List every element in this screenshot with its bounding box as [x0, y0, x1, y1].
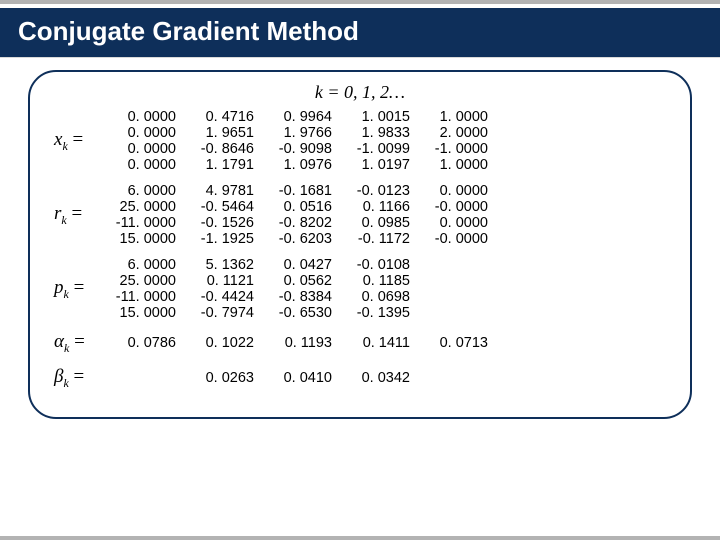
cell: -0. 6530: [268, 305, 332, 321]
cell: -0. 8384: [268, 289, 332, 305]
cell: 0. 1022: [190, 335, 254, 351]
cell: 1. 9833: [346, 125, 410, 141]
row-x: xk = 0. 0000 0. 4716 0. 9964 1. 0015 1. 0000…: [50, 109, 670, 173]
cell: 0. 0713: [424, 335, 488, 351]
row-beta: βk = 0. 0263 0. 0410 0. 0342: [50, 366, 670, 391]
label-r: rk =: [50, 203, 112, 228]
cell: 0. 1121: [190, 273, 254, 289]
cell: 25. 0000: [112, 273, 176, 289]
content-box: k = 0, 1, 2… xk = 0. 00000. 47160. 99641…: [28, 70, 692, 419]
cell: -0. 1681: [268, 183, 332, 199]
row-p: pk = 6. 0000 5. 1362 0. 0427 -0. 0108 25. 00…: [50, 257, 670, 321]
cell: 4. 9781: [190, 183, 254, 199]
cell: -0. 0000: [424, 199, 488, 215]
cell: 2. 0000: [424, 125, 488, 141]
cell: 0. 0786: [112, 335, 176, 351]
cell: -11. 0000: [112, 289, 176, 305]
cell: 0. 0427: [268, 257, 332, 273]
cell: 0. 4716: [190, 109, 254, 125]
cell: 15. 0000: [112, 305, 176, 321]
cell: 1. 0000: [424, 109, 488, 125]
cell: 0. 0516: [268, 199, 332, 215]
row-r: rk = 6. 0000 4. 9781 -0. 1681 -0. 0123 0. 00…: [50, 183, 670, 247]
cell: -0. 9098: [268, 141, 332, 157]
slide-title: Conjugate Gradient Method: [0, 8, 720, 58]
cell: -0. 5464: [190, 199, 254, 215]
table-alpha: 0. 0786 0. 1022 0. 1193 0. 1411 0. 0713: [112, 335, 488, 351]
table-r: 6. 0000 4. 9781 -0. 1681 -0. 0123 0. 0000 25.…: [112, 183, 488, 247]
cell: -0. 8646: [190, 141, 254, 157]
label-beta: βk =: [50, 366, 112, 391]
cell: -11. 0000: [112, 215, 176, 231]
cell: -1. 1925: [190, 231, 254, 247]
cell: -0. 4424: [190, 289, 254, 305]
cell: -0. 7974: [190, 305, 254, 321]
cell: 0. 0342: [346, 370, 410, 386]
cell: 0. 0000: [112, 109, 176, 125]
cell: -1. 0099: [346, 141, 410, 157]
cell: 1. 0000: [424, 157, 488, 173]
cell: 0. 0000: [112, 125, 176, 141]
cell: -0. 1172: [346, 231, 410, 247]
table-x: 0. 0000 0. 4716 0. 9964 1. 0015 1. 0000 0. 00…: [112, 109, 488, 173]
cell: -0. 1395: [346, 305, 410, 321]
cell: 0. 0000: [112, 157, 176, 173]
label-alpha: αk =: [50, 331, 112, 356]
label-x: xk =: [50, 129, 112, 154]
cell: 25. 0000: [112, 199, 176, 215]
cell: -0. 0108: [346, 257, 410, 273]
cell: 6. 0000: [112, 257, 176, 273]
label-p: pk =: [50, 277, 112, 302]
table-p: 6. 0000 5. 1362 0. 0427 -0. 0108 25. 0000 0. …: [112, 257, 410, 321]
cell: 1. 1791: [190, 157, 254, 173]
cell: 6. 0000: [112, 183, 176, 199]
cell: -0. 8202: [268, 215, 332, 231]
cell: 1. 9651: [190, 125, 254, 141]
cell: -0. 1526: [190, 215, 254, 231]
cell: 0. 1166: [346, 199, 410, 215]
cell: -0. 0000: [424, 231, 488, 247]
cell: 0. 0985: [346, 215, 410, 231]
cell: 0. 0000: [424, 183, 488, 199]
cell: 0. 1193: [268, 335, 332, 351]
cell: 1. 9766: [268, 125, 332, 141]
cell: -0. 6203: [268, 231, 332, 247]
cell: 0. 0000: [424, 215, 488, 231]
cell: -1. 0000: [424, 141, 488, 157]
cell: 5. 1362: [190, 257, 254, 273]
cell: 1. 0015: [346, 109, 410, 125]
cell: 0. 1185: [346, 273, 410, 289]
cell: -0. 0123: [346, 183, 410, 199]
cell: 0. 0698: [346, 289, 410, 305]
k-expression: k = 0, 1, 2…: [50, 82, 670, 103]
table-beta: 0. 0263 0. 0410 0. 0342: [190, 370, 410, 386]
cell: 0. 9964: [268, 109, 332, 125]
cell: 0. 0000: [112, 141, 176, 157]
cell: 0. 0410: [268, 370, 332, 386]
slide: Conjugate Gradient Method k = 0, 1, 2… x…: [0, 0, 720, 540]
cell: 15. 0000: [112, 231, 176, 247]
cell: 1. 0197: [346, 157, 410, 173]
row-alpha: αk = 0. 0786 0. 1022 0. 1193 0. 1411 0. 0713: [50, 331, 670, 356]
cell: 1. 0976: [268, 157, 332, 173]
cell: 0. 0562: [268, 273, 332, 289]
cell: 0. 1411: [346, 335, 410, 351]
cell: 0. 0263: [190, 370, 254, 386]
